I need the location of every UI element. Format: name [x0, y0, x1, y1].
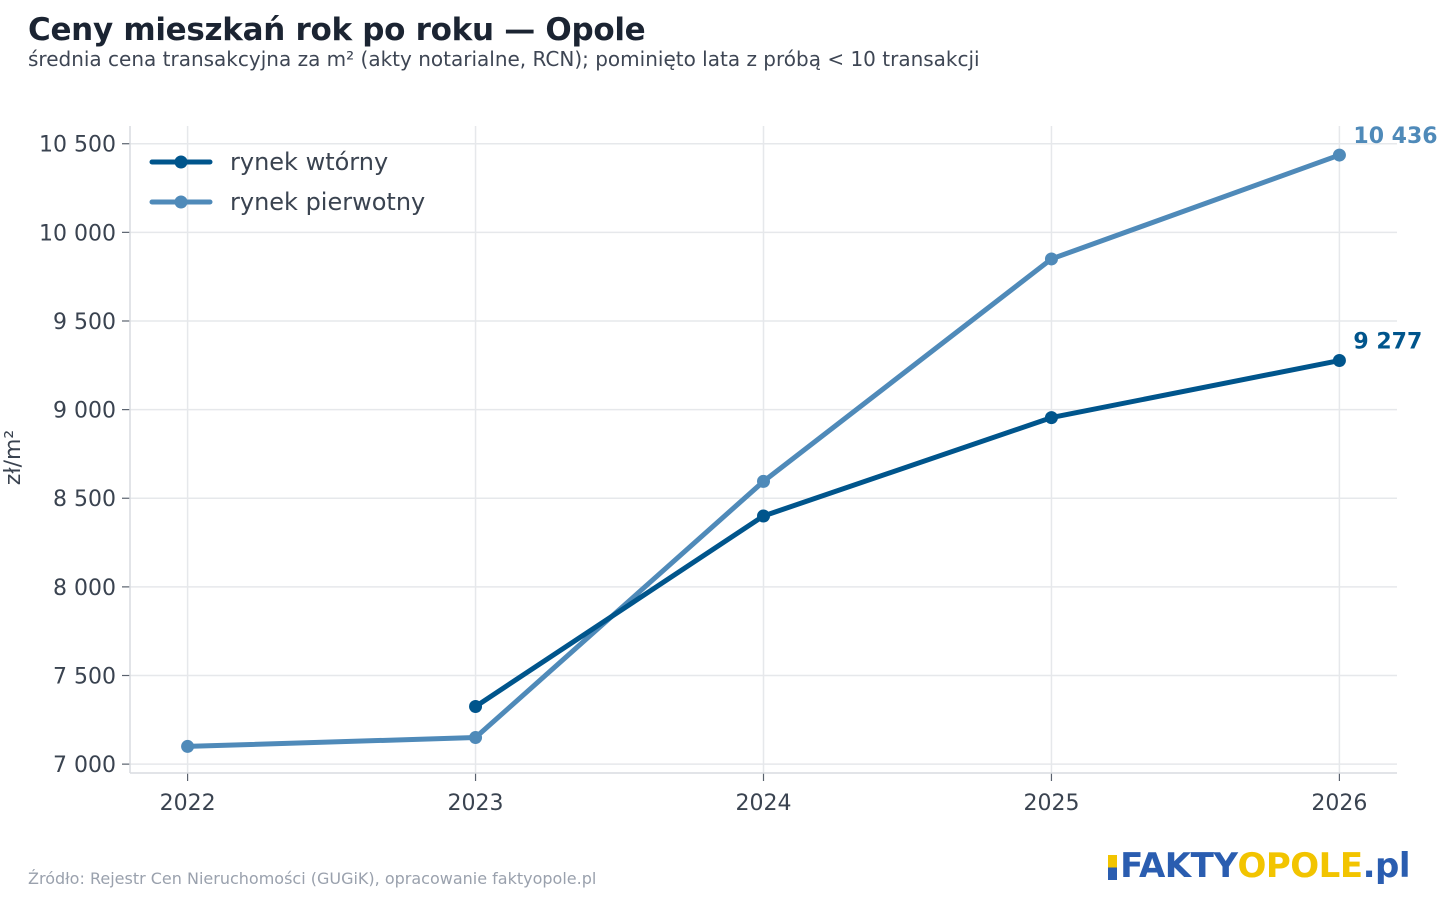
y-tick-label: 8 000: [53, 576, 116, 601]
series-line: [473, 358, 1342, 710]
x-tick-label: 2022: [160, 791, 216, 816]
logo-part-fakty: FAKTY: [1120, 846, 1238, 886]
y-axis-label: zł/m²: [1, 430, 26, 485]
data-point: [469, 731, 483, 745]
data-point: [469, 700, 483, 714]
y-tick-label: 9 000: [53, 399, 116, 424]
logo-bar-icon: [1108, 855, 1118, 880]
brand-logo: FAKTY OPOLE .pl: [1108, 846, 1411, 886]
y-tick-label: 7 000: [53, 753, 116, 778]
end-value-label: 9 277: [1353, 330, 1422, 355]
end-value-label: 10 436: [1353, 124, 1437, 149]
chart-title: Ceny mieszkań rok po roku — Opole: [28, 12, 646, 48]
data-point: [1332, 148, 1346, 162]
logo-part-opole: OPOLE: [1237, 846, 1363, 886]
y-tick-label: 9 500: [53, 310, 116, 335]
legend-label: rynek pierwotny: [230, 188, 425, 216]
y-tick-label: 8 500: [53, 487, 116, 512]
x-tick-label: 2026: [1311, 791, 1367, 816]
y-tick-label: 10 500: [39, 133, 116, 158]
legend-label: rynek wtórny: [230, 148, 388, 176]
y-tick-label: 7 500: [53, 665, 116, 690]
data-point: [757, 509, 770, 523]
axes: 7 000 7 500 8 000 8 500 9 000 9 500 10 000 10 5…: [39, 126, 1397, 816]
grid-lines: [130, 126, 1397, 773]
chart-subtitle: średnia cena transakcyjna za m² (akty no…: [28, 47, 980, 71]
logo-part-domain: .pl: [1362, 846, 1411, 886]
y-tick-label: 10 000: [39, 221, 116, 246]
legend: rynek wtórny rynek pierwotny: [149, 148, 425, 216]
series-layer: 10 436 9 277: [181, 124, 1438, 753]
source-note: Źródło: Rejestr Cen Nieruchomości (GUGiK…: [28, 869, 597, 888]
data-point: [1044, 411, 1058, 425]
data-point: [1044, 252, 1058, 266]
data-point: [1332, 354, 1346, 368]
legend-marker: [174, 195, 188, 209]
legend-marker: [174, 155, 188, 169]
x-tick-label: 2024: [736, 791, 792, 816]
x-tick-label: 2023: [448, 791, 504, 816]
data-point: [181, 739, 195, 753]
x-tick-label: 2025: [1023, 791, 1079, 816]
data-point: [757, 474, 770, 488]
